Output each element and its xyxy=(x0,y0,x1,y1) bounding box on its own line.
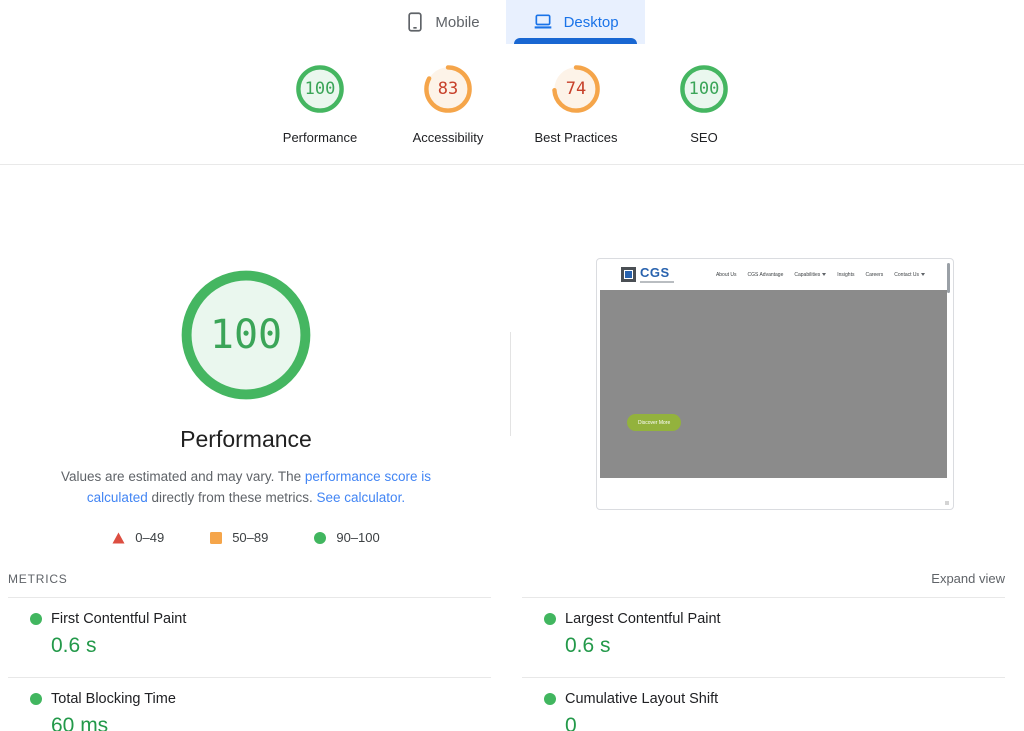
performance-score-calculated-link[interactable]: performance score is calculated xyxy=(86,469,431,505)
score-seo[interactable]: 100 SEO xyxy=(640,65,768,145)
score-description-text-1: Values are estimated and may vary. The xyxy=(61,469,305,484)
metric-label: First Contentful Paint xyxy=(51,611,187,627)
cgs-logo-text: CGS xyxy=(640,264,670,280)
metrics-grid: First Contentful Paint 0.6 s Largest Con… xyxy=(8,597,1005,731)
metric-label: Cumulative Layout Shift xyxy=(565,691,719,707)
cgs-logo: CGS xyxy=(621,264,674,283)
chevron-down-icon xyxy=(921,273,925,276)
legend-pass-range: 90–100 xyxy=(336,530,380,545)
metric-label: Largest Contentful Paint xyxy=(565,611,721,627)
performance-section-title: Performance xyxy=(180,426,312,452)
cgs-logo-tagline xyxy=(640,280,674,283)
mobile-phone-icon xyxy=(405,11,425,33)
see-calculator-link[interactable]: See calculator. xyxy=(316,490,406,505)
metric-total-blocking-time: Total Blocking Time 60 ms xyxy=(8,677,491,731)
pass-dot-icon xyxy=(544,693,556,705)
nav-careers: Careers xyxy=(865,271,884,278)
tab-desktop-label: Desktop xyxy=(563,13,619,31)
metrics-section-title: METRICS xyxy=(8,571,68,586)
best-practices-score-value: 74 xyxy=(565,79,587,99)
metrics-header: METRICS Expand view xyxy=(8,571,1005,586)
metric-first-contentful-paint: First Contentful Paint 0.6 s xyxy=(8,597,491,677)
pass-dot-icon xyxy=(544,613,556,625)
tab-desktop[interactable]: Desktop xyxy=(505,0,645,44)
tab-mobile-label: Mobile xyxy=(435,13,480,31)
seo-score-label: SEO xyxy=(690,130,718,145)
legend-average: 50–89 xyxy=(210,530,268,545)
performance-main-gauge: 100 xyxy=(180,269,312,401)
vertical-divider xyxy=(510,332,511,436)
nav-about-us: About Us xyxy=(715,271,737,278)
category-scores-row: 100 Performance 83 Accessibility 74 xyxy=(0,65,1024,145)
accessibility-gauge: 83 xyxy=(424,65,472,113)
legend-pass: 90–100 xyxy=(314,530,380,545)
metric-largest-contentful-paint: Largest Contentful Paint 0.6 s xyxy=(522,597,1005,677)
metric-value: 0 xyxy=(565,714,577,731)
nav-capabilities: Capabilities xyxy=(794,272,827,278)
metric-cumulative-layout-shift: Cumulative Layout Shift 0 xyxy=(522,677,1005,731)
accessibility-score-label: Accessibility xyxy=(412,130,484,145)
performance-main-score: 100 xyxy=(209,312,283,358)
preview-site-header: CGS About Us CGS Advantage Capabilities … xyxy=(597,259,953,290)
average-square-icon xyxy=(210,531,223,544)
accessibility-score-value: 83 xyxy=(437,79,459,99)
score-legend: 0–49 50–89 90–100 xyxy=(26,530,466,545)
section-divider xyxy=(0,164,1024,165)
nav-contact-us: Contact Us xyxy=(894,272,925,278)
tab-mobile[interactable]: Mobile xyxy=(379,0,505,44)
site-screenshot-preview[interactable]: CGS About Us CGS Advantage Capabilities … xyxy=(596,258,954,510)
preview-hero-image: Discover More xyxy=(600,290,947,478)
discover-more-button: Discover More xyxy=(627,414,682,431)
preview-scrollbar xyxy=(947,263,950,293)
device-tabbar: Mobile Desktop xyxy=(0,0,1024,44)
legend-fail-range: 0–49 xyxy=(135,530,165,545)
cgs-logo-icon xyxy=(621,267,636,282)
nav-insights: Insights xyxy=(837,271,855,278)
preview-site-nav: About Us CGS Advantage Capabilities Insi… xyxy=(716,272,925,278)
desktop-laptop-icon xyxy=(532,12,554,32)
expand-view-link[interactable]: Expand view xyxy=(931,571,1005,586)
pass-dot-icon xyxy=(30,613,42,625)
metric-value: 0.6 s xyxy=(51,634,97,657)
score-best-practices[interactable]: 74 Best Practices xyxy=(512,65,640,145)
score-accessibility[interactable]: 83 Accessibility xyxy=(384,65,512,145)
legend-average-range: 50–89 xyxy=(232,530,269,545)
score-performance[interactable]: 100 Performance xyxy=(256,65,384,145)
score-description: Values are estimated and may vary. The p… xyxy=(51,466,441,508)
metric-label: Total Blocking Time xyxy=(51,691,176,707)
active-tab-underline xyxy=(513,38,637,44)
preview-scroll-corner xyxy=(945,501,949,505)
pass-circle-icon xyxy=(314,531,327,544)
score-description-text-2: directly from these metrics. xyxy=(147,490,317,505)
performance-score-value: 100 xyxy=(304,79,336,99)
seo-gauge: 100 xyxy=(680,65,728,113)
chevron-down-icon xyxy=(822,273,827,276)
metric-value: 0.6 s xyxy=(565,634,611,657)
seo-score-value: 100 xyxy=(688,79,720,99)
pass-dot-icon xyxy=(30,693,42,705)
best-practices-score-label: Best Practices xyxy=(534,130,618,145)
legend-fail: 0–49 xyxy=(112,530,164,545)
performance-gauge: 100 xyxy=(296,65,344,113)
nav-cgs-advantage: CGS Advantage xyxy=(747,271,784,278)
metric-value: 60 ms xyxy=(51,714,109,731)
fail-triangle-icon xyxy=(112,532,125,543)
performance-score-label: Performance xyxy=(282,130,358,145)
best-practices-gauge: 74 xyxy=(552,65,600,113)
